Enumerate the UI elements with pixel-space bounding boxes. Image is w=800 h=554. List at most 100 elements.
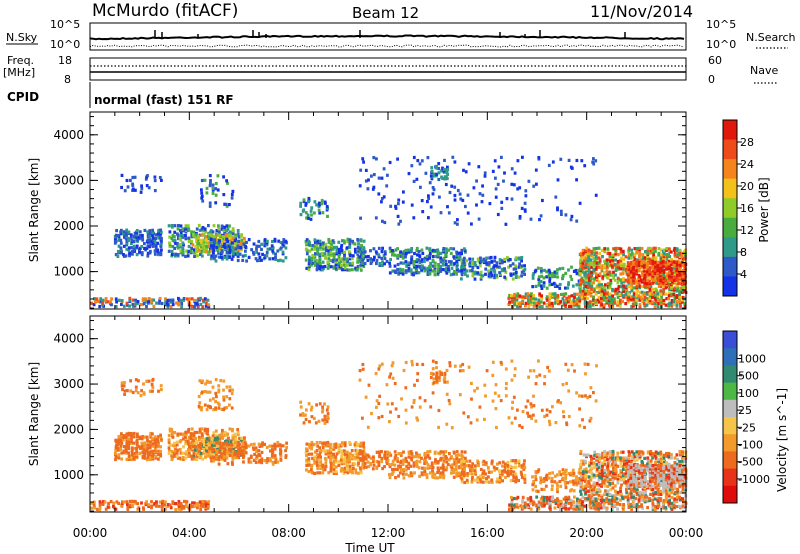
heatmap-cell — [601, 451, 604, 455]
heatmap-cell — [452, 269, 456, 274]
heatmap-cell — [646, 297, 650, 301]
heatmap-cell — [597, 256, 601, 260]
heatmap-cell — [117, 298, 121, 302]
heatmap-cell — [594, 299, 598, 303]
heatmap-cell — [598, 489, 602, 493]
heatmap-cell — [551, 484, 554, 488]
heatmap-cell — [571, 479, 575, 483]
heatmap-cell — [366, 258, 370, 262]
heatmap-cell — [581, 261, 585, 265]
heatmap-cell — [603, 270, 606, 274]
heatmap-cell — [675, 273, 679, 277]
nsearch-tick-bottom: 10^0 — [706, 38, 736, 51]
heatmap-cell — [570, 265, 573, 269]
heatmap-cell — [431, 186, 435, 190]
heatmap-cell — [143, 448, 146, 452]
heatmap-cell — [229, 242, 232, 246]
heatmap-cell — [171, 303, 175, 307]
heatmap-cell — [600, 484, 603, 488]
heatmap-cell — [598, 456, 602, 460]
heatmap-cell — [216, 238, 219, 242]
heatmap-cell — [684, 280, 687, 284]
heatmap-cell — [335, 471, 338, 475]
nsearch-series — [89, 44, 685, 48]
heatmap-cell — [636, 258, 640, 262]
heatmap-cell — [363, 462, 367, 466]
heatmap-cell — [529, 297, 533, 301]
heatmap-cell — [124, 232, 128, 236]
heatmap-cell — [537, 301, 541, 305]
heatmap-cell — [635, 294, 639, 298]
heatmap-cell — [428, 449, 432, 454]
heatmap-cell — [614, 258, 617, 262]
heatmap-cell — [380, 456, 384, 460]
heatmap-cell — [412, 216, 416, 220]
heatmap-cell — [372, 173, 376, 177]
heatmap-cell — [476, 459, 479, 463]
heatmap-cell — [656, 453, 660, 457]
heatmap-cell — [101, 303, 104, 307]
heatmap-cell — [351, 453, 355, 457]
heatmap-cell — [556, 487, 559, 491]
heatmap-cell — [179, 432, 183, 436]
heatmap-cell — [667, 283, 671, 287]
heatmap-cell — [218, 239, 221, 243]
heatmap-cell — [473, 469, 477, 473]
heatmap-cell — [512, 465, 515, 469]
heatmap-cell — [130, 450, 134, 454]
heatmap-cell — [200, 243, 204, 247]
heatmap-cell — [318, 255, 322, 259]
heatmap-cell — [223, 242, 226, 246]
heatmap-cell — [681, 300, 685, 304]
heatmap-cell — [402, 261, 405, 265]
heatmap-cell — [170, 428, 174, 432]
heatmap-cell — [427, 194, 430, 198]
heatmap-cell — [234, 252, 238, 256]
heatmap-cell — [471, 462, 474, 466]
heatmap-cell — [575, 475, 578, 479]
heatmap-cell — [606, 284, 610, 288]
heatmap-cell — [311, 261, 315, 265]
heatmap-cell — [606, 286, 610, 290]
heatmap-cell — [579, 267, 582, 271]
heatmap-cell — [545, 303, 549, 307]
heatmap-cell — [310, 452, 314, 456]
heatmap-cell — [120, 451, 124, 455]
heatmap-cell — [359, 441, 363, 445]
heatmap-cell — [640, 450, 644, 454]
heatmap-cell — [540, 270, 543, 274]
heatmap-cell — [642, 301, 646, 305]
heatmap-cell — [464, 204, 467, 209]
heatmap-cell — [151, 236, 155, 240]
heatmap-cell — [153, 435, 157, 439]
heatmap-cell — [401, 253, 405, 257]
heatmap-cell — [656, 269, 660, 273]
heatmap-cell — [452, 458, 456, 462]
heatmap-cell — [231, 434, 235, 438]
heatmap-cell — [641, 270, 644, 274]
heatmap-cell — [649, 248, 653, 252]
heatmap-cell — [174, 252, 177, 256]
heatmap-cell — [457, 256, 461, 260]
heatmap-cell — [135, 246, 139, 250]
heatmap-cell — [132, 435, 136, 439]
heatmap-cell — [203, 297, 207, 301]
heatmap-cell — [179, 249, 183, 253]
heatmap-cell — [304, 450, 308, 455]
heatmap-cell — [619, 247, 623, 251]
heatmap-cell — [622, 476, 626, 480]
heatmap-cell — [146, 230, 150, 234]
heatmap-cell — [119, 238, 123, 242]
heatmap-cell — [247, 444, 251, 448]
heatmap-cell — [611, 287, 614, 292]
heatmap-cell — [654, 249, 657, 254]
heatmap-cell — [675, 303, 679, 307]
heatmap-cell — [605, 453, 609, 457]
heatmap-cell — [452, 272, 455, 276]
heatmap-cell — [221, 449, 225, 453]
heatmap-cell — [458, 458, 462, 462]
heatmap-cell — [151, 234, 154, 238]
heatmap-cell — [332, 443, 336, 447]
heatmap-cell — [590, 277, 593, 281]
heatmap-cell — [418, 453, 421, 457]
